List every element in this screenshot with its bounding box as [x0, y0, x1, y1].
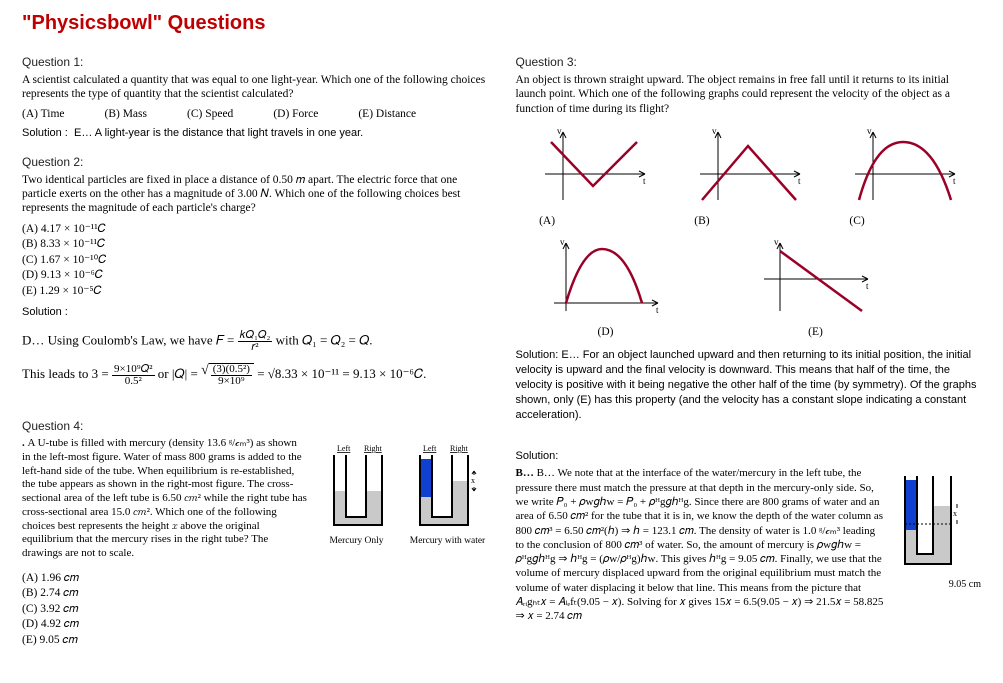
q2-eq2: This leads to 3 = 9×10⁹𝑄²0.5² or |𝑄| = (… [22, 363, 488, 387]
q4-solution-figure: x 9.05 cm [895, 466, 981, 623]
q1-sol-label: Solution : [22, 127, 68, 139]
q4-opt-e: (E) 9.05 𝑐𝑚 [22, 633, 308, 649]
q4-opt-b: (B) 2.74 𝑐𝑚 [22, 586, 308, 602]
q2-opt-c: (C) 1.67 × 10⁻¹⁰𝐶 [22, 253, 488, 269]
q2-label: Question 2: [22, 155, 488, 169]
q2-eq1: D… Using Coulomb's Law, we have 𝐹 = 𝑘𝑄₁𝑄… [22, 330, 488, 353]
q4-sol-label: Solution: [516, 450, 982, 462]
page-title: "Physicsbowl" Questions [22, 12, 981, 35]
svg-text:t: t [953, 176, 956, 186]
svg-text:Left: Left [337, 444, 351, 453]
graph-b-label: (B) [688, 215, 808, 227]
q2-eq2-post: = √8.33 × 10⁻¹¹ = 9.13 × 10⁻⁶𝐶. [257, 366, 426, 381]
graph-e-label: (E) [756, 326, 876, 338]
q4-solution-text: B… B… We note that at the interface of t… [516, 466, 886, 623]
q2-opt-a: (A) 4.17 × 10⁻¹¹𝐶 [22, 222, 488, 238]
svg-text:x: x [953, 509, 957, 518]
q1-opt-c: (C) Speed [187, 108, 233, 120]
utube2-caption: Mercury with water [408, 536, 488, 546]
graph-a-label: (A) [533, 215, 653, 227]
q2-eq2-mid: or |𝑄| = [158, 366, 201, 381]
q1-label: Question 1: [22, 55, 488, 69]
svg-text:Left: Left [423, 444, 437, 453]
q2-opt-e: (E) 1.29 × 10⁻⁵𝐶 [22, 284, 488, 300]
graph-e-icon: vt [756, 235, 876, 321]
svg-text:t: t [643, 176, 646, 186]
q2-eq2-pre: This leads to 3 = [22, 366, 112, 381]
q1-opt-d: (D) Force [273, 108, 318, 120]
svg-text:v: v [557, 126, 562, 136]
utube1-caption: Mercury Only [322, 536, 392, 546]
q1-opt-e: (E) Distance [358, 108, 416, 120]
q2-eq1-den: 𝑟² [238, 342, 273, 353]
q1-sol-text: E… A light-year is the distance that lig… [74, 127, 363, 139]
graph-d-icon: vt [546, 235, 666, 321]
q4-fig-label: 9.05 cm [895, 579, 981, 590]
graph-b-icon: vt [688, 124, 808, 210]
q4-options: (A) 1.96 𝑐𝑚 (B) 2.74 𝑐𝑚 (C) 3.92 𝑐𝑚 (D) … [22, 571, 308, 649]
q2-eq1-pre: D… Using Coulomb's Law, we have 𝐹 = [22, 333, 238, 348]
q2-sol-label: Solution : [22, 305, 488, 320]
q2-text: Two identical particles are fixed in pla… [22, 173, 488, 216]
q3-graphs-row1: vt (A) vt (B) vt [516, 124, 982, 227]
q1-opt-b: (B) Mass [105, 108, 148, 120]
graph-c-label: (C) [843, 215, 963, 227]
q3-graphs-row2: vt (D) vt (E) [516, 235, 982, 338]
svg-text:x: x [471, 476, 475, 485]
svg-text:t: t [656, 305, 659, 315]
q3-sol-text: E… For an object launched upward and the… [516, 349, 977, 420]
q2-eq1-post: with 𝑄₁ = 𝑄₂ = 𝑄. [276, 333, 373, 348]
utube-mercury-water-icon: Left Right x [408, 441, 488, 531]
svg-text:t: t [798, 176, 801, 186]
q2-eq2b-den: 9×10⁹ [211, 376, 252, 387]
right-column: Question 3: An object is thrown straight… [516, 47, 982, 652]
svg-text:v: v [560, 237, 565, 247]
q4-label: Question 4: [22, 419, 488, 433]
graph-a-icon: vt [533, 124, 653, 210]
q1-solution: Solution : E… A light-year is the distan… [22, 126, 488, 141]
q2-eq2a-den: 0.5² [112, 376, 154, 387]
q3-sol-label: Solution: [516, 349, 559, 361]
left-column: Question 1: A scientist calculated a qua… [22, 47, 488, 652]
q2-opt-d: (D) 9.13 × 10⁻⁶𝐶 [22, 268, 488, 284]
q1-opt-a: (A) Time [22, 108, 65, 120]
svg-text:v: v [867, 126, 872, 136]
q4-diagrams: Left Right Mercury Only Left Right [322, 441, 488, 652]
q2-options: (A) 4.17 × 10⁻¹¹𝐶 (B) 8.33 × 10⁻¹¹𝐶 (C) … [22, 222, 488, 300]
q4-opt-a: (A) 1.96 𝑐𝑚 [22, 571, 308, 587]
q4-opt-d: (D) 4.92 𝑐𝑚 [22, 617, 308, 633]
q1-text: A scientist calculated a quantity that w… [22, 73, 488, 102]
graph-d-label: (D) [546, 326, 666, 338]
svg-text:v: v [712, 126, 717, 136]
q2-eq2a-num: 9×10⁹𝑄² [112, 364, 154, 376]
svg-text:Right: Right [450, 444, 469, 453]
q1-options: (A) Time (B) Mass (C) Speed (D) Force (E… [22, 108, 488, 120]
q4-opt-c: (C) 3.92 𝑐𝑚 [22, 602, 308, 618]
q3-text: An object is thrown straight upward. The… [516, 73, 982, 116]
q4-text: . A U-tube is filled with mercury (densi… [22, 437, 308, 561]
svg-text:v: v [774, 237, 779, 247]
svg-text:Right: Right [364, 444, 383, 453]
q2-opt-b: (B) 8.33 × 10⁻¹¹𝐶 [22, 237, 488, 253]
graph-c-icon: vt [843, 124, 963, 210]
q3-solution: Solution: E… For an object launched upwa… [516, 348, 982, 422]
utube-mercury-only-icon: Left Right [322, 441, 392, 531]
q3-label: Question 3: [516, 55, 982, 69]
svg-text:t: t [866, 281, 869, 291]
